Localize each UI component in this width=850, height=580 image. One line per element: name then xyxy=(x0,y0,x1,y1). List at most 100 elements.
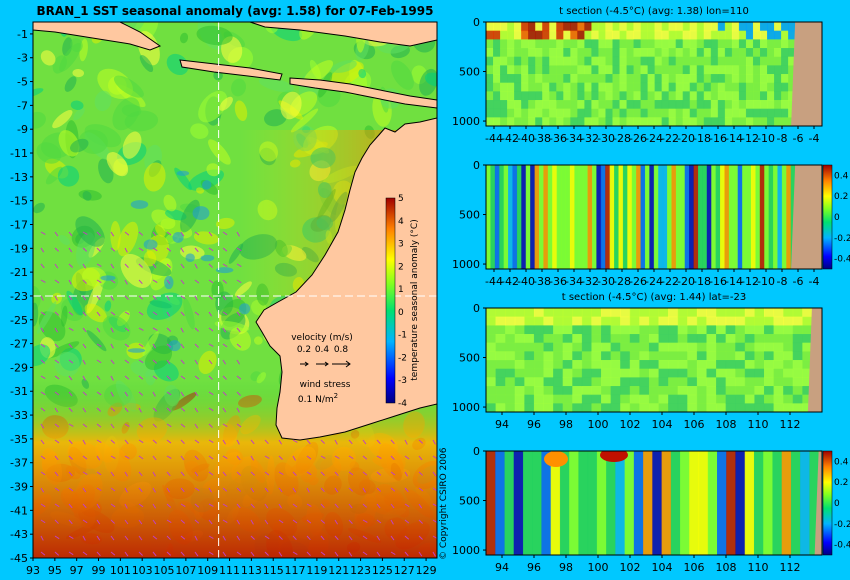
section-cell xyxy=(661,82,670,92)
velocity-column xyxy=(643,451,653,555)
velocity-arrow xyxy=(152,375,158,380)
section-cell xyxy=(706,316,717,326)
velocity-colorbar-tick: 0 xyxy=(834,213,840,223)
section-cell xyxy=(675,39,684,49)
velocity-column xyxy=(667,165,672,269)
section-cell xyxy=(629,316,640,326)
velocity-column xyxy=(726,451,736,555)
section-cell xyxy=(553,316,564,326)
x-tick-label: -4 xyxy=(809,275,820,288)
section-cell xyxy=(717,74,726,84)
section-cell xyxy=(763,334,775,344)
section-cell xyxy=(495,377,506,387)
section-cell xyxy=(738,82,747,92)
section-cell xyxy=(514,334,525,344)
anomaly-swirl xyxy=(52,110,73,129)
section-cell xyxy=(696,22,705,32)
velocity-arrow xyxy=(362,487,366,493)
anomaly-swirl xyxy=(33,202,45,214)
section-cell xyxy=(514,377,525,387)
section-cell xyxy=(696,82,705,92)
section-cell xyxy=(759,30,768,40)
map-lat-ticks: -1-3-5-7-9-11-13-15-17-19-21-23-25-27-29… xyxy=(10,28,33,565)
velocity-arrow xyxy=(124,487,128,493)
velocity-column xyxy=(516,165,522,269)
velocity-column xyxy=(720,165,725,269)
section-cell xyxy=(696,403,707,412)
section-cell xyxy=(682,91,691,101)
section-cell xyxy=(763,342,775,352)
velocity-arrow xyxy=(390,471,396,476)
section-cell xyxy=(542,117,550,126)
section-cell xyxy=(767,82,775,92)
section-cell xyxy=(486,108,494,118)
section-cell xyxy=(802,351,813,361)
anomaly-swirl xyxy=(70,100,84,111)
section-cell xyxy=(654,82,663,92)
section-cell xyxy=(591,394,602,404)
section-cell xyxy=(610,316,621,326)
section-cell xyxy=(687,325,698,335)
section-cell xyxy=(629,377,640,387)
section-cell xyxy=(521,65,529,75)
velocity-arrow xyxy=(180,487,185,493)
section-cell xyxy=(706,334,717,344)
section-cell xyxy=(647,117,656,126)
velocity-column xyxy=(513,451,524,555)
section-cell xyxy=(562,316,573,326)
section-cell xyxy=(486,394,497,404)
section-cell xyxy=(605,48,613,58)
anomaly-swirl xyxy=(84,303,107,323)
section-cell xyxy=(648,394,660,404)
section-cell xyxy=(682,100,691,110)
map-colorbar-label: temperature seasonal anomaly (°C) xyxy=(410,219,420,380)
velocity-arrow xyxy=(194,551,199,557)
anomaly-swirl xyxy=(166,53,189,76)
section-cell xyxy=(788,74,796,84)
section-cell xyxy=(535,74,543,84)
section-cell xyxy=(598,56,606,66)
anomaly-swirl xyxy=(54,351,80,377)
velocity-arrow xyxy=(96,519,101,525)
section-cell xyxy=(640,65,649,75)
section-cell xyxy=(648,386,660,396)
section-cell xyxy=(710,39,719,49)
section-cell xyxy=(612,117,620,126)
section-cell xyxy=(626,82,635,92)
depth-tick-label: 500 xyxy=(459,66,480,79)
velocity-arrow xyxy=(40,231,46,235)
velocity-arrow xyxy=(236,359,241,365)
velocity-column xyxy=(596,165,602,269)
velocity-column xyxy=(606,451,616,555)
section-cell xyxy=(658,403,669,412)
anomaly-swirl xyxy=(110,221,121,251)
section-title: t section (-4.5°C) (avg: 1.38) lon=110 xyxy=(559,6,749,17)
velocity-column xyxy=(587,165,593,269)
anomaly-swirl xyxy=(70,38,83,53)
velocity-arrow xyxy=(96,231,101,236)
section-cell xyxy=(696,334,707,344)
velocity-arrow xyxy=(40,327,45,333)
section-cell xyxy=(744,325,755,335)
velocity-arrow xyxy=(194,439,200,444)
section-cell xyxy=(528,30,536,40)
section-cell xyxy=(647,56,656,66)
section-cell xyxy=(710,22,719,32)
section-cell xyxy=(620,403,631,412)
section-cell xyxy=(696,377,707,387)
lesser-sunda-islands xyxy=(289,77,437,109)
anomaly-swirl xyxy=(120,253,152,288)
section-cell xyxy=(731,82,740,92)
section-cell xyxy=(493,82,501,92)
section-cell xyxy=(759,91,768,101)
anomaly-swirl xyxy=(280,91,302,120)
section-cell xyxy=(563,91,571,101)
x-tick-label: -14 xyxy=(725,275,743,288)
velocity-arrow xyxy=(40,263,45,269)
x-tick-label: -12 xyxy=(741,275,759,288)
section-cell xyxy=(507,74,515,84)
section-cell xyxy=(788,91,796,101)
x-tick-label: 94 xyxy=(495,418,509,431)
velocity-arrow xyxy=(96,295,101,301)
velocity-arrow xyxy=(68,375,73,381)
